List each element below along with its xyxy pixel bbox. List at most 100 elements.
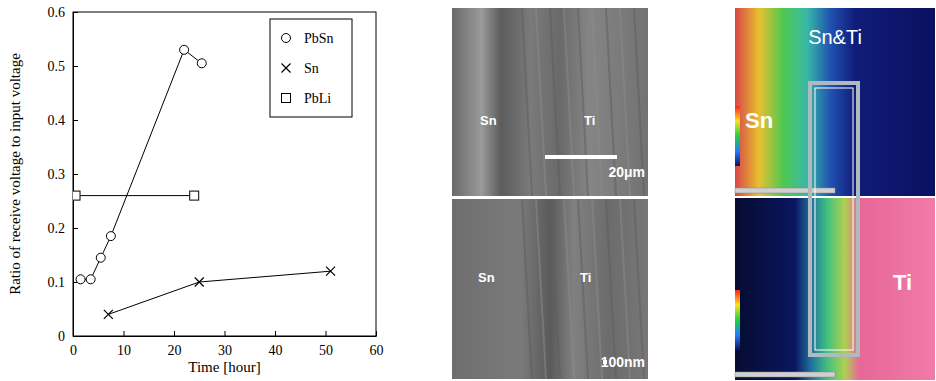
tick-label: 0 [70, 343, 77, 358]
tick-mark [174, 331, 175, 336]
plot-frame [73, 12, 376, 336]
sem-label: Sn [478, 270, 495, 285]
edx-maps: Sn Ti Sn&Ti [735, 8, 935, 380]
tick-label: 0.4 [48, 113, 66, 128]
legend-marker [282, 94, 291, 103]
tick: 0.6 [48, 5, 79, 20]
tick-label: 10 [117, 343, 131, 358]
edx-panel: Sn [735, 8, 935, 196]
tick-mark [73, 66, 78, 67]
scale-bar-label: 100nm [601, 354, 645, 370]
sem-streak [564, 199, 574, 379]
edx-image [735, 8, 935, 196]
color-scale [735, 290, 740, 350]
tick-mark [73, 120, 78, 121]
tick: 0.5 [48, 59, 79, 74]
series-line [108, 271, 330, 314]
data-point [106, 232, 115, 241]
sem-streak [592, 8, 602, 196]
sem-streak [536, 199, 546, 379]
tick-mark [73, 336, 78, 337]
tick: 0.2 [48, 221, 79, 236]
tick-mark [73, 228, 78, 229]
edx-label: Ti [893, 270, 912, 295]
edx-image [735, 198, 935, 380]
tick: 0 [58, 329, 78, 344]
legend-label: Sn [304, 61, 319, 76]
x-axis: 0 10 20 30 40 50 60 [70, 331, 384, 358]
data-point [180, 45, 189, 54]
tick-mark [73, 12, 78, 13]
legend-marker [282, 34, 291, 43]
sem-streak [592, 199, 602, 379]
y-axis: 0 0.1 0.2 0.3 0.4 0.5 0.6 [48, 5, 79, 344]
sem-label: Ti [584, 113, 595, 128]
legend-box [270, 19, 352, 117]
sem-streak [564, 8, 574, 196]
tick-mark [376, 331, 377, 336]
data-point [76, 275, 85, 284]
tick: 0.1 [48, 275, 79, 290]
tick-label: 30 [218, 343, 232, 358]
edx-label: Sn [745, 108, 773, 133]
color-scale [735, 106, 740, 166]
info-bar [735, 372, 835, 377]
sem-images: Sn Ti 20μm Sn Ti 100nm [452, 8, 648, 379]
tick: 10 [117, 331, 131, 358]
data-point [190, 191, 199, 200]
tick-mark [275, 331, 276, 336]
legend: PbSn Sn PbLi [270, 19, 352, 117]
sem-panel: Sn Ti 20μm [452, 8, 648, 196]
series-line [76, 195, 195, 196]
tick-label: 40 [269, 343, 283, 358]
sem-streak [550, 199, 560, 379]
sem-streak [550, 8, 560, 196]
tick-mark [225, 331, 226, 336]
tick-label: 60 [370, 343, 384, 358]
tick-label: 0.1 [48, 275, 66, 290]
sem-label: Ti [580, 270, 591, 285]
sem-label: Sn [480, 113, 497, 128]
tick: 20 [168, 331, 182, 358]
tick: 60 [370, 331, 384, 358]
tick-label: 0.3 [48, 167, 66, 182]
tick-label: 0.5 [48, 59, 66, 74]
tick-mark [73, 174, 78, 175]
tick-mark [124, 331, 125, 336]
tick-label: 0.2 [48, 221, 66, 236]
data-point [104, 310, 113, 319]
data-point [326, 267, 335, 276]
legend-label: PbSn [304, 31, 334, 46]
tick-label: 0.6 [48, 5, 66, 20]
tick-mark [326, 331, 327, 336]
data-point [86, 275, 95, 284]
tick: 0.4 [48, 113, 79, 128]
sem-panel: Sn Ti 100nm [452, 199, 648, 379]
data-point [73, 191, 80, 200]
sem-streak [522, 199, 532, 379]
scale-bar-label: 20μm [608, 164, 645, 180]
sem-streak [634, 199, 644, 379]
scale-bar [545, 155, 617, 159]
tick: 40 [269, 331, 283, 358]
tick-label: 0 [58, 329, 65, 344]
overlap-highlight-inner [815, 88, 853, 350]
sem-streak [578, 199, 588, 379]
data-point [195, 278, 204, 287]
sem-streak [606, 199, 616, 379]
legend-label: PbLi [304, 91, 331, 106]
tick: 0.3 [48, 167, 79, 182]
sem-streak [620, 199, 630, 379]
legend-marker [282, 64, 291, 73]
tick-label: 20 [168, 343, 182, 358]
series-line [81, 50, 202, 279]
info-bar [735, 188, 835, 193]
tick: 50 [319, 331, 333, 358]
edx-title: Sn&Ti [808, 26, 862, 48]
axis-line [74, 336, 377, 337]
sem-streak [522, 8, 532, 196]
y-axis-title: Ratio of receive voltage to input voltag… [7, 53, 23, 295]
data-point [197, 59, 206, 68]
sem-image [452, 8, 648, 196]
sem-streak [536, 8, 546, 196]
